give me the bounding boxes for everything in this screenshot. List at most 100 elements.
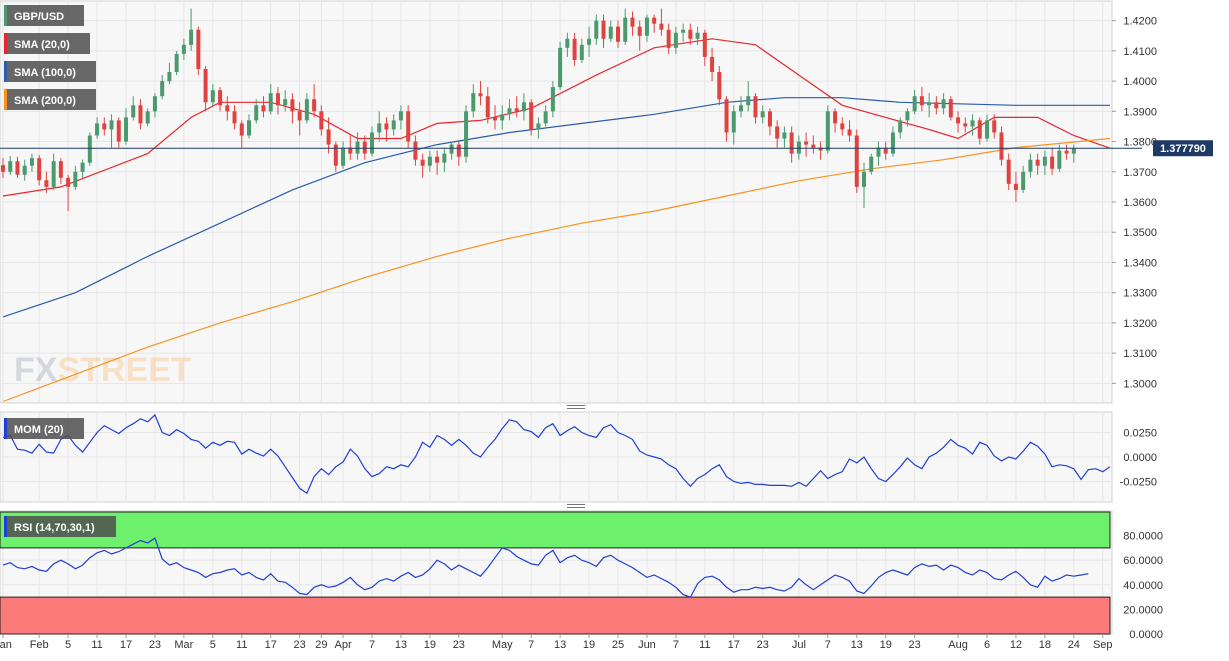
candle-body <box>464 111 469 157</box>
date-tick-label: 7 <box>528 639 534 651</box>
candle <box>673 26 678 54</box>
candle <box>948 96 953 121</box>
candle-body <box>731 111 736 133</box>
candle-body <box>203 69 208 103</box>
candle-body <box>782 132 787 139</box>
candle <box>1042 150 1047 175</box>
date-tick-label: 13 <box>554 639 566 651</box>
candle-body <box>681 29 686 33</box>
candle <box>862 162 866 209</box>
date-tick-label: 23 <box>909 639 921 651</box>
candle-body <box>507 108 512 115</box>
candle-body <box>760 111 765 118</box>
candle-body <box>608 26 613 39</box>
legend-item-1: SMA (20,0) <box>4 33 90 54</box>
candle-body <box>767 111 772 127</box>
current-price-label: 1.377790 <box>1160 143 1206 155</box>
momentum-tick-label: 0.0250 <box>1123 428 1157 440</box>
rsi-legend-label: RSI (14,70,30,1) <box>14 522 95 534</box>
date-tick-label: 7 <box>673 639 679 651</box>
legend-color-swatch <box>4 418 7 439</box>
date-tick-label: 17 <box>728 639 740 651</box>
price-tick-label: 1.3600 <box>1123 197 1157 209</box>
candle <box>507 99 512 121</box>
candle-body <box>666 29 671 48</box>
candle <box>796 135 801 160</box>
legend-color-swatch <box>4 516 7 537</box>
candle <box>29 153 34 172</box>
candle-body <box>341 147 346 166</box>
candle <box>572 32 577 66</box>
candle-body <box>44 180 49 187</box>
candle-body <box>167 72 172 82</box>
candle <box>637 20 642 51</box>
date-tick-label: 17 <box>120 639 132 651</box>
candle <box>985 114 989 142</box>
candle <box>290 93 295 124</box>
candle <box>283 90 288 112</box>
candle <box>456 141 461 166</box>
legend-box <box>4 61 96 82</box>
candle <box>818 141 823 160</box>
legend-color-swatch <box>4 89 7 110</box>
price-tick-label: 1.3000 <box>1123 378 1157 390</box>
candle-body <box>152 96 157 112</box>
candle-body <box>1057 150 1062 169</box>
candle <box>312 84 317 118</box>
candle <box>1028 153 1033 178</box>
candle-body <box>869 156 874 172</box>
candle <box>1 158 5 178</box>
candle <box>413 135 418 166</box>
candle-body <box>724 99 729 133</box>
legend-item-0: GBP/USD <box>4 5 84 26</box>
date-tick-label: 29 <box>315 639 327 651</box>
candle <box>710 47 715 82</box>
date-tick-label: 5 <box>65 639 71 651</box>
candle-body <box>536 123 541 130</box>
candle-body <box>326 129 331 145</box>
candle-body <box>333 144 338 166</box>
candle-body <box>225 105 230 112</box>
candle <box>442 147 447 172</box>
candle-body <box>601 20 606 39</box>
candle <box>739 96 743 118</box>
candle <box>247 114 251 139</box>
candle-body <box>449 144 454 154</box>
candle-body <box>833 111 838 124</box>
candle-body <box>15 161 20 175</box>
candle <box>275 87 280 115</box>
candle <box>406 105 411 148</box>
candle <box>398 105 403 130</box>
candle-body <box>905 111 910 121</box>
candle <box>1035 153 1040 175</box>
date-tick-label: 7 <box>825 639 831 651</box>
candle <box>681 23 686 42</box>
candle-body <box>174 53 179 73</box>
candle <box>218 87 223 112</box>
candle-body <box>80 162 85 172</box>
date-tick-label: 12 <box>1010 639 1022 651</box>
candle <box>746 81 751 112</box>
candle <box>927 93 932 118</box>
date-tick-label: 5 <box>210 639 216 651</box>
legend-box <box>4 89 96 110</box>
candle-body <box>304 99 309 121</box>
candle <box>1021 165 1026 193</box>
candle <box>869 153 874 175</box>
candle <box>898 117 903 139</box>
date-tick-label: 13 <box>851 639 863 651</box>
date-tick-label: Feb <box>30 639 49 651</box>
candle <box>189 8 194 51</box>
rsi-oversold-zone <box>0 596 1111 635</box>
candle-body <box>898 120 903 133</box>
candle-body <box>890 132 895 154</box>
indicator-lines-layer <box>2 413 1111 598</box>
candle-body <box>420 159 425 166</box>
candle-body <box>659 23 664 30</box>
date-tick-label: Sep <box>1093 639 1113 651</box>
candle <box>500 105 505 130</box>
candle-body <box>652 17 657 24</box>
candle <box>565 32 570 57</box>
candle-body <box>840 123 845 130</box>
candle <box>847 120 852 142</box>
